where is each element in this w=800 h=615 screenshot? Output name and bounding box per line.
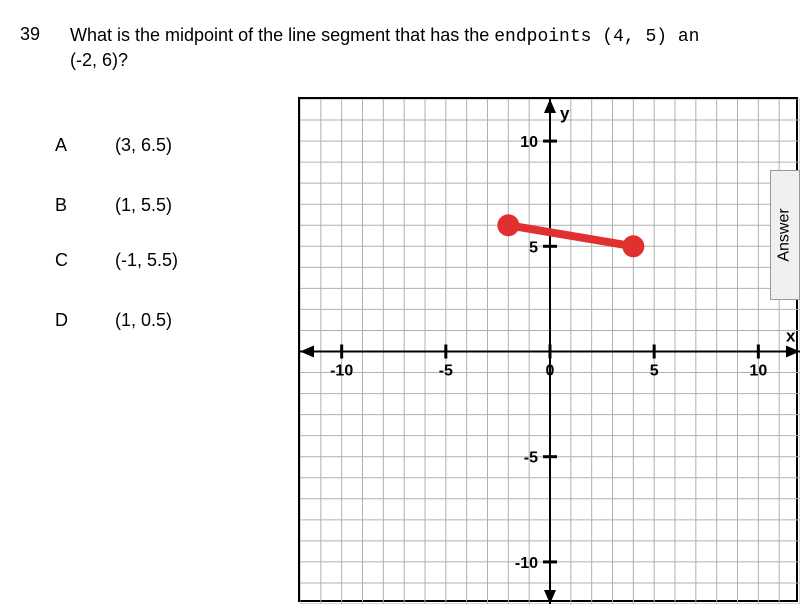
svg-text:10: 10	[749, 363, 767, 380]
question-text: What is the midpoint of the line segment…	[70, 24, 800, 73]
option-text: (1, 5.5)	[115, 195, 172, 215]
option-a[interactable]: A(3, 6.5)	[55, 135, 172, 156]
endpoint-1	[497, 214, 519, 236]
ticks: -10 -5 0 5 10 -10 -5 5 10	[330, 134, 767, 572]
answer-tab-label: Answer	[776, 208, 794, 261]
option-c[interactable]: C(-1, 5.5)	[55, 250, 178, 271]
option-letter: B	[55, 195, 115, 216]
option-text: (-1, 5.5)	[115, 250, 178, 270]
question-text-part2: endpoints (4, 5) an	[494, 27, 699, 47]
svg-text:5: 5	[650, 363, 659, 380]
answer-tab[interactable]: Answer	[770, 170, 800, 300]
svg-text:-5: -5	[524, 450, 538, 467]
svg-text:0: 0	[546, 363, 555, 380]
question-text-line2: (-2, 6)?	[70, 50, 128, 70]
option-d[interactable]: D(1, 0.5)	[55, 310, 172, 331]
question-text-part1: What is the midpoint of the line segment…	[70, 25, 494, 45]
svg-text:5: 5	[529, 239, 538, 256]
chart-svg: -10 -5 0 5 10 -10 -5 5 10 y x	[300, 99, 800, 604]
question-number: 39	[20, 24, 40, 45]
svg-text:10: 10	[520, 134, 538, 151]
coordinate-chart: -10 -5 0 5 10 -10 -5 5 10 y x	[298, 97, 798, 602]
option-letter: D	[55, 310, 115, 331]
option-letter: C	[55, 250, 115, 271]
endpoint-2	[622, 235, 644, 257]
option-text: (3, 6.5)	[115, 135, 172, 155]
y-axis-label: y	[560, 104, 570, 123]
option-text: (1, 0.5)	[115, 310, 172, 330]
x-axis-label: x	[786, 327, 796, 346]
option-letter: A	[55, 135, 115, 156]
option-b[interactable]: B(1, 5.5)	[55, 195, 172, 216]
svg-text:-10: -10	[515, 555, 538, 572]
svg-text:-5: -5	[439, 363, 453, 380]
svg-text:-10: -10	[330, 363, 353, 380]
